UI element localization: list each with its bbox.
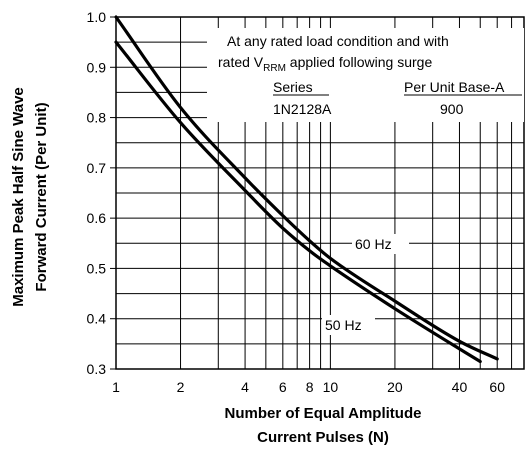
table-series-value: 1N2128A xyxy=(273,101,332,117)
annotation-line-2: rated VRRM applied following surge xyxy=(218,54,432,74)
y-tick-label: 0.7 xyxy=(87,160,107,176)
x-tick-labels: 1 2 4 6 8 10 20 40 60 xyxy=(112,379,505,395)
y-axis-title-line-2: Forward Current (Per Unit) xyxy=(33,102,50,291)
y-tick-labels: 0.3 0.4 0.5 0.6 0.7 0.8 0.9 1.0 xyxy=(87,9,107,377)
x-tick-label: 6 xyxy=(279,379,287,395)
plot-frame xyxy=(110,16,525,370)
series-line-50hz xyxy=(114,40,482,364)
series-line-60hz xyxy=(114,15,499,361)
x-axis-title-line-2: Current Pulses (N) xyxy=(257,429,389,446)
y-tick-label: 0.5 xyxy=(87,260,107,276)
series-label-60hz: 60 Hz xyxy=(355,236,392,252)
table-base-value: 900 xyxy=(440,101,464,117)
series-lines xyxy=(114,15,499,364)
annotation-suffix: applied following surge xyxy=(286,54,433,70)
x-tick-label: 60 xyxy=(489,379,505,395)
annotation-subscript: RRM xyxy=(263,63,286,74)
y-axis-title-line-1: Maximum Peak Half Sine Wave xyxy=(10,87,27,307)
x-tick-label: 2 xyxy=(177,379,185,395)
annotation-v: rated V xyxy=(218,54,264,70)
series-label-50hz: 50 Hz xyxy=(325,317,362,333)
y-tick-label: 0.4 xyxy=(87,311,107,327)
y-tick-label: 1.0 xyxy=(87,9,107,25)
y-tick-label: 0.8 xyxy=(87,110,107,126)
x-tick-label: 10 xyxy=(323,379,339,395)
annotation-background xyxy=(207,28,524,122)
x-axis-title-line-1: Number of Equal Amplitude xyxy=(225,405,422,422)
plot-border xyxy=(115,16,525,370)
x-tick-label: 20 xyxy=(387,379,403,395)
table-header-series: Series xyxy=(273,79,313,95)
x-tick-label: 4 xyxy=(241,379,249,395)
annotation-line-1: At any rated load condition and with xyxy=(227,33,449,49)
y-tick-label: 0.6 xyxy=(87,210,107,226)
x-tick-label: 40 xyxy=(452,379,468,395)
x-tick-label: 1 xyxy=(112,379,120,395)
table-header-base: Per Unit Base-A xyxy=(404,79,505,95)
x-tick-label: 8 xyxy=(306,379,314,395)
y-tick-label: 0.9 xyxy=(87,59,107,75)
label-60hz-background xyxy=(352,234,409,254)
y-tick-label: 0.3 xyxy=(87,361,107,377)
label-50hz-background xyxy=(322,315,375,335)
